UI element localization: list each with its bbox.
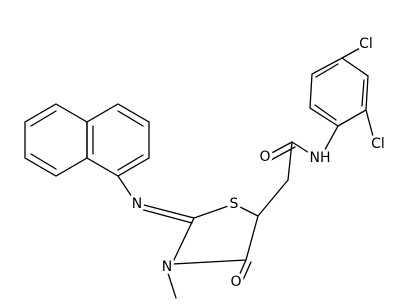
bond (321, 125, 339, 156)
bond (117, 175, 135, 201)
atom-label: NH (310, 150, 331, 166)
bonds (24, 46, 375, 299)
atom-label: Cl (371, 136, 385, 152)
atom-label: N (162, 259, 172, 275)
phenyl-ring (309, 57, 369, 127)
naphthalene-ring (86, 103, 150, 177)
double-bond (117, 154, 144, 171)
atom-label: O (230, 274, 241, 290)
double-bond (139, 208, 193, 224)
naphthalene-ring (24, 103, 88, 177)
methyl-bond (166, 269, 177, 299)
bond (257, 179, 289, 217)
double-bond (237, 259, 247, 279)
atom-labels: Cl Cl O NH S N N O (129, 33, 388, 293)
double-bond (30, 110, 57, 127)
double-bond (315, 63, 339, 78)
bond (341, 46, 363, 59)
atom-label: S (230, 196, 239, 212)
bond (291, 141, 315, 157)
double-bond (267, 141, 293, 156)
thiazolidine-ring (170, 203, 259, 265)
double-bond (361, 79, 365, 107)
double-bond (139, 203, 195, 219)
double-bond (242, 261, 252, 281)
atom-label: Cl (359, 36, 373, 52)
atom-label: O (259, 149, 270, 165)
bond (365, 109, 375, 141)
double-bond (30, 153, 57, 170)
double-bond (314, 104, 337, 121)
atom-label: N (132, 196, 142, 212)
bond (287, 141, 293, 181)
double-bond (117, 110, 144, 127)
